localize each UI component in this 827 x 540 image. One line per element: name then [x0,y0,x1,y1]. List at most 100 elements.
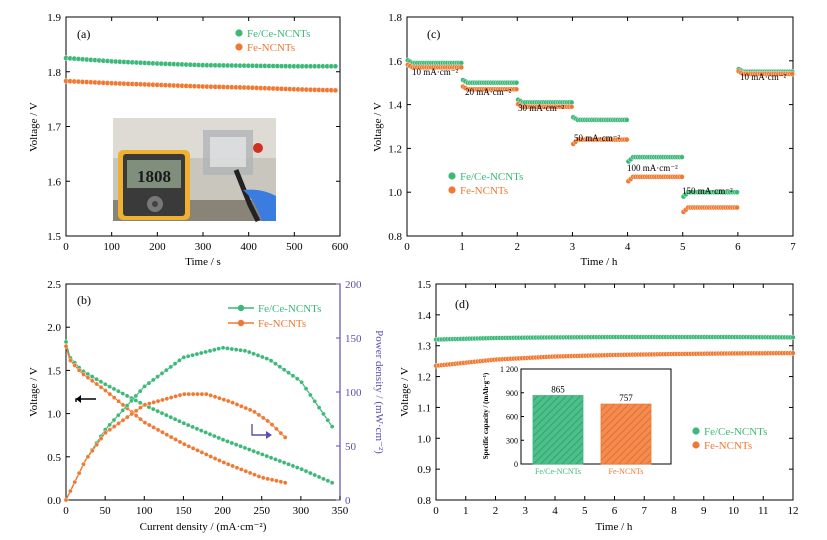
panel-b-point [246,349,252,355]
panel-b-point [168,434,174,440]
panel-b-point [120,391,126,396]
panel-c-legend-0: Fe/Ce-NCNTs [460,171,523,183]
panel-b-point [207,348,213,354]
panel-b-y2label: Power density / (mW·cm⁻²) [373,330,385,454]
panel-b-point [274,426,279,432]
panel-b-point [133,393,139,399]
panel-b-point [102,381,108,387]
panel-b-point [124,403,130,408]
panel-b-point [168,364,174,370]
panel-b-point [116,421,121,426]
panel-c-ytick-label: 0.8 [388,231,402,243]
panel-b-point [98,436,104,441]
panel-b-point [325,417,331,423]
panel-b-ylabel: Voltage / V [28,367,40,417]
panel-b-point [137,388,143,394]
panel-c-frame [406,16,794,237]
panel-a-ytick-label: 1.6 [47,176,61,188]
panel-b-point [133,398,139,403]
inset-value-label-1: 757 [619,393,633,403]
panel-b-point [164,367,169,373]
panel-b-point [294,376,300,382]
panel-d-ytick-label: 1.5 [417,279,431,291]
panel-b-point [212,433,217,439]
panel-b-point [329,424,335,429]
inset-category-label-0: Fe/Ce-NCNTs [535,467,581,476]
panel-b-point [107,422,112,428]
panel-b-point [194,351,200,357]
inset-ytick-label: 900 [506,389,518,398]
panel-b-point [155,408,160,414]
panel-b-point [68,358,73,363]
panel-b-point [72,363,78,368]
panel-b-point [94,442,99,448]
panel-b-point [116,412,121,418]
panel-b-point [111,417,117,423]
panel-c-xtick-label: 3 [570,241,576,253]
panel-c-point [624,117,630,123]
panel-c-legend-1-marker [448,186,456,194]
panel-b-point [198,428,204,433]
panel-c-xtick-label: 7 [790,241,796,253]
panel-b-point [133,408,139,414]
panel-b-point [290,373,296,379]
panel-b-point [278,430,284,436]
panel-b-point [164,412,169,418]
panel-b-point [243,468,249,474]
panel-b-point [181,355,187,360]
panel-b-point [173,437,178,442]
panel-b-point [125,414,130,420]
panel-b-xtick-label: 250 [253,505,270,517]
panel-b-point [111,395,117,400]
panel-b-point [239,467,244,472]
panel-a-point [332,87,339,94]
panel-b-point [299,380,304,385]
panel-b-xtick-label: 0 [63,505,69,517]
panel-b-point [63,497,69,503]
panel-b-point [225,398,231,404]
panel-d-xtick-label: 4 [552,505,558,517]
panel-d-xtick-label: 3 [523,505,529,517]
panel-a-label: (a) [77,27,90,41]
panel-b-point [203,349,208,355]
panel-b-point [247,407,253,413]
panel-b-point [274,478,279,484]
panel-c-point [789,71,795,77]
panel-b-point [212,347,217,353]
panel-b-ytick-label: 1.0 [47,409,61,421]
panel-a: 0 100 200 300 400 500 600 1.5 1.6 1.7 1.8 1.9 Fe/Ce-… [28,12,349,268]
panel-b-point [316,474,322,480]
panel-b-point [260,415,266,421]
panel-d-xtick-label: 1 [463,505,469,517]
panel-b-point [81,461,86,467]
panel-b-point [230,400,235,405]
panel-b-point [321,476,326,482]
panel-b-point [195,391,200,397]
panel-b-point [98,379,104,385]
panel-c-xlabel: Time / h [581,256,618,268]
panel-d-legend-0-marker [692,427,700,435]
panel-b-legend-1: Fe-NCNTs [258,318,306,330]
panel-c-xtick-label: 1 [459,241,465,253]
panel-b-point [260,475,266,481]
panel-b-point [190,446,196,451]
panel-d-xtick-label: 7 [642,505,648,517]
panel-b-xtick-label: 300 [293,505,310,517]
panel-c-label: (c) [427,27,440,41]
panel-c-ytick-label: 1.2 [388,143,402,155]
panel-c-rate-label-2: 30 mA·cm⁻² [518,103,564,113]
panel-b-xtick-label: 100 [136,505,153,517]
panel-a-ytick-label: 1.8 [47,67,61,79]
panel-b-point [85,375,91,380]
panel-d-legend-1: Fe-NCNTs [704,440,752,452]
panel-b-label: (b) [77,293,91,307]
panel-c: 0 1 2 3 4 5 6 7 0.8 1.0 1.2 1.4 1.6 1.8 Fe/Ce-NCNTs Fe-… [372,12,796,268]
inset-ylabel: Specific capacity / (mAh·g⁻¹) [482,372,490,459]
panel-b-point [208,393,213,398]
panel-b-point [312,472,318,478]
panel-d-ytick-label: 1.4 [417,310,431,322]
panel-d-label: (d) [455,297,469,311]
panel-b-point [159,410,165,416]
panel-b-point [151,400,156,405]
